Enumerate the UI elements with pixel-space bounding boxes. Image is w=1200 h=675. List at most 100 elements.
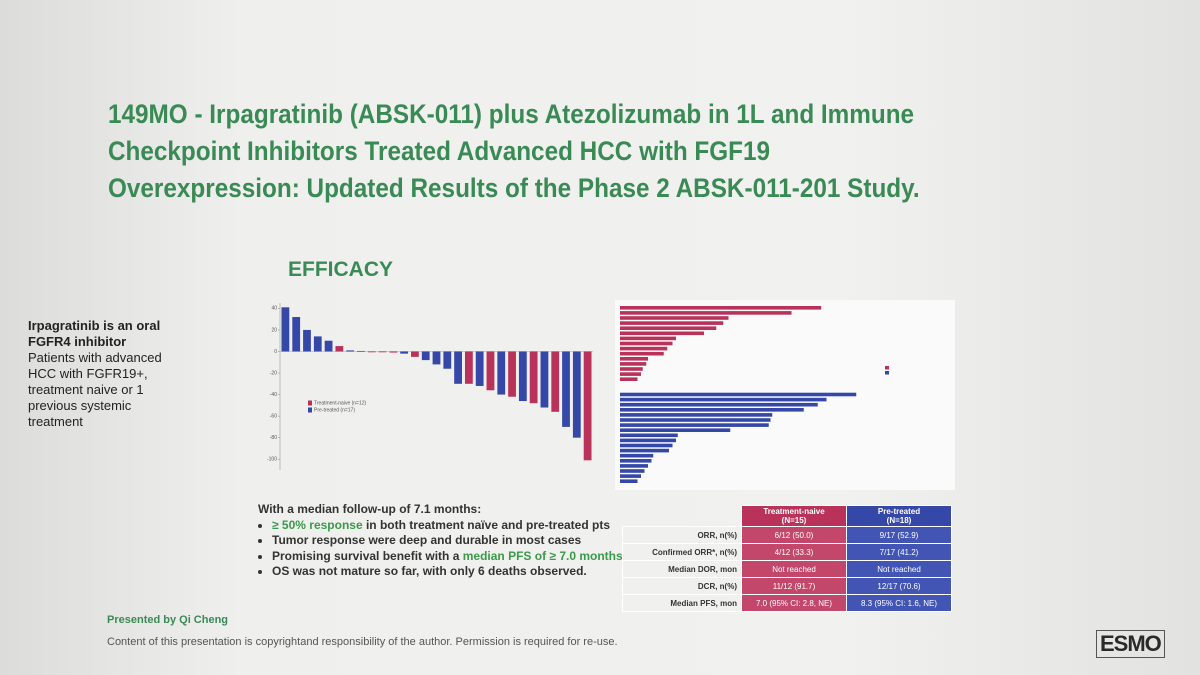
intro: Irpagratinib is an oral FGFR4 inhibitor … <box>28 318 178 430</box>
bullet: Promising survival benefit with a median… <box>272 549 623 565</box>
bullet: Tumor response were deep and durable in … <box>272 533 623 549</box>
bar <box>357 350 365 352</box>
swimmer-bar <box>620 438 676 443</box>
bullet-segment: Promising survival benefit with a <box>272 548 463 563</box>
swimmer-bar <box>620 311 792 315</box>
table-cell: 7.0 (95% CI: 2.8, NE) <box>741 594 847 612</box>
legend-swatch <box>308 400 312 406</box>
bar <box>583 351 592 461</box>
table-cell: 11/12 (91.7) <box>741 577 847 595</box>
bullet-segment: Tumor response were deep and durable in … <box>272 533 582 547</box>
swimmer-bar <box>620 413 773 417</box>
y-tick-label: 40 <box>271 306 277 312</box>
swimmer-bar <box>620 336 676 341</box>
swimmer-bar <box>620 479 638 483</box>
table-cell: 4/12 (33.3) <box>741 543 847 561</box>
table-cell: Not reached <box>741 560 847 578</box>
y-tick-label: -80 <box>270 435 277 441</box>
results-table: Treatment-naive (N=15) Pre-treated (N=18) OR… <box>622 505 952 612</box>
swimmer-bar <box>620 346 668 351</box>
swimmer-bar <box>620 448 669 453</box>
row-label: Median DOR, mon <box>622 560 742 578</box>
swimmer-bar <box>620 326 717 330</box>
table-cell: 6/12 (50.0) <box>741 526 847 544</box>
intro-heading: Irpagratinib is an oral FGFR4 inhibitor <box>28 318 161 349</box>
y-tick-label: -100 <box>267 457 277 463</box>
swimmer-bar <box>620 433 678 438</box>
swimmer-bar <box>620 306 822 310</box>
bar <box>421 351 430 361</box>
swimmer-bar <box>620 453 654 458</box>
logo: ESMO <box>1096 630 1165 658</box>
swimmer-bar <box>620 402 818 407</box>
bar <box>540 351 549 408</box>
header-corner <box>623 506 742 527</box>
bar <box>292 317 301 352</box>
column-header: Treatment-naive (N=15) <box>741 505 847 527</box>
intro-text: Patients with advanced HCC with FGFR19+,… <box>28 350 162 429</box>
section-title: EFFICACY <box>288 258 393 281</box>
bar <box>324 340 333 352</box>
bar <box>313 336 322 352</box>
bar <box>346 350 355 352</box>
row-label: Confirmed ORR*, n(%) <box>622 543 742 561</box>
bar <box>432 351 441 365</box>
legend-swatch <box>885 371 889 375</box>
bar <box>572 351 581 438</box>
y-tick-label: 20 <box>271 327 277 333</box>
column-header: Pre-treated (N=18) <box>846 505 952 527</box>
swimmer-bar <box>620 392 857 397</box>
table-row: Median PFS, mon 7.0 (95% CI: 2.8, NE) 8.3 … <box>622 594 952 612</box>
swimmer-bar <box>620 377 638 381</box>
bar <box>400 351 409 354</box>
bar <box>389 351 398 353</box>
swimmer-bar <box>620 397 827 402</box>
swimmer-bar <box>620 418 771 422</box>
table-cell: 9/17 (52.9) <box>846 526 952 544</box>
swimmer-bar <box>620 423 769 427</box>
bullet-segment: OS was not mature so far, with only 6 de… <box>272 564 587 578</box>
table-row: Median DOR, mon Not reached Not reached <box>622 560 952 578</box>
swimmer-bar <box>620 367 643 371</box>
swimmer-bar <box>620 341 673 346</box>
swimmer-bar <box>620 362 647 366</box>
bar <box>551 351 560 412</box>
bar <box>281 307 290 352</box>
swimmer-bar <box>620 459 652 463</box>
waterfall-chart: 40 20 0 -20 -40 -60 -80 -100 Treatment-naive (n=… <box>267 303 593 470</box>
bar <box>497 351 506 395</box>
legend-swatch <box>885 366 889 370</box>
header-name: Pre-treated <box>877 507 921 516</box>
bar <box>475 351 484 386</box>
bullet: ≥ 50% response in both treatment naïve a… <box>272 518 623 534</box>
swimmer-bar <box>620 443 673 448</box>
legend-label: Treatment-naive (n=12) <box>314 400 367 406</box>
swimmer-bar <box>620 474 641 478</box>
presenter: Presented by Qi Cheng <box>107 614 229 626</box>
bar <box>464 351 473 384</box>
header-n: (N=18) <box>886 516 912 525</box>
row-label: ORR, n(%) <box>622 526 742 544</box>
bullet: OS was not mature so far, with only 6 de… <box>272 564 623 580</box>
bar <box>303 329 311 352</box>
swimmer-bar <box>620 469 645 473</box>
swimmer-chart <box>615 300 955 490</box>
bullet-segment: in both treatment naïve and pre-treated … <box>362 517 611 532</box>
swimmer-bar <box>620 372 641 376</box>
y-tick-label: 0 <box>274 349 277 355</box>
bar <box>378 351 387 353</box>
swimmer-bar <box>620 331 704 336</box>
row-label: Median PFS, mon <box>622 594 742 612</box>
bar <box>335 346 344 352</box>
bar <box>529 351 538 404</box>
legend-label: Pre-treated (n=17) <box>314 407 355 413</box>
bar <box>454 351 462 384</box>
table-row: DCR, n(%) 11/12 (91.7) 12/17 (70.6) <box>622 577 952 595</box>
bullet-list: ≥ 50% response in both treatment naïve a… <box>258 518 623 580</box>
bar <box>367 351 376 353</box>
table-cell: 8.3 (95% CI: 1.6, NE) <box>846 594 952 612</box>
copyright: Content of this presentation is copyrigh… <box>107 636 618 648</box>
summary-lead: With a median follow-up of 7.1 months: <box>258 502 482 516</box>
swimmer-bar <box>620 464 648 468</box>
row-label: DCR, n(%) <box>622 577 742 595</box>
